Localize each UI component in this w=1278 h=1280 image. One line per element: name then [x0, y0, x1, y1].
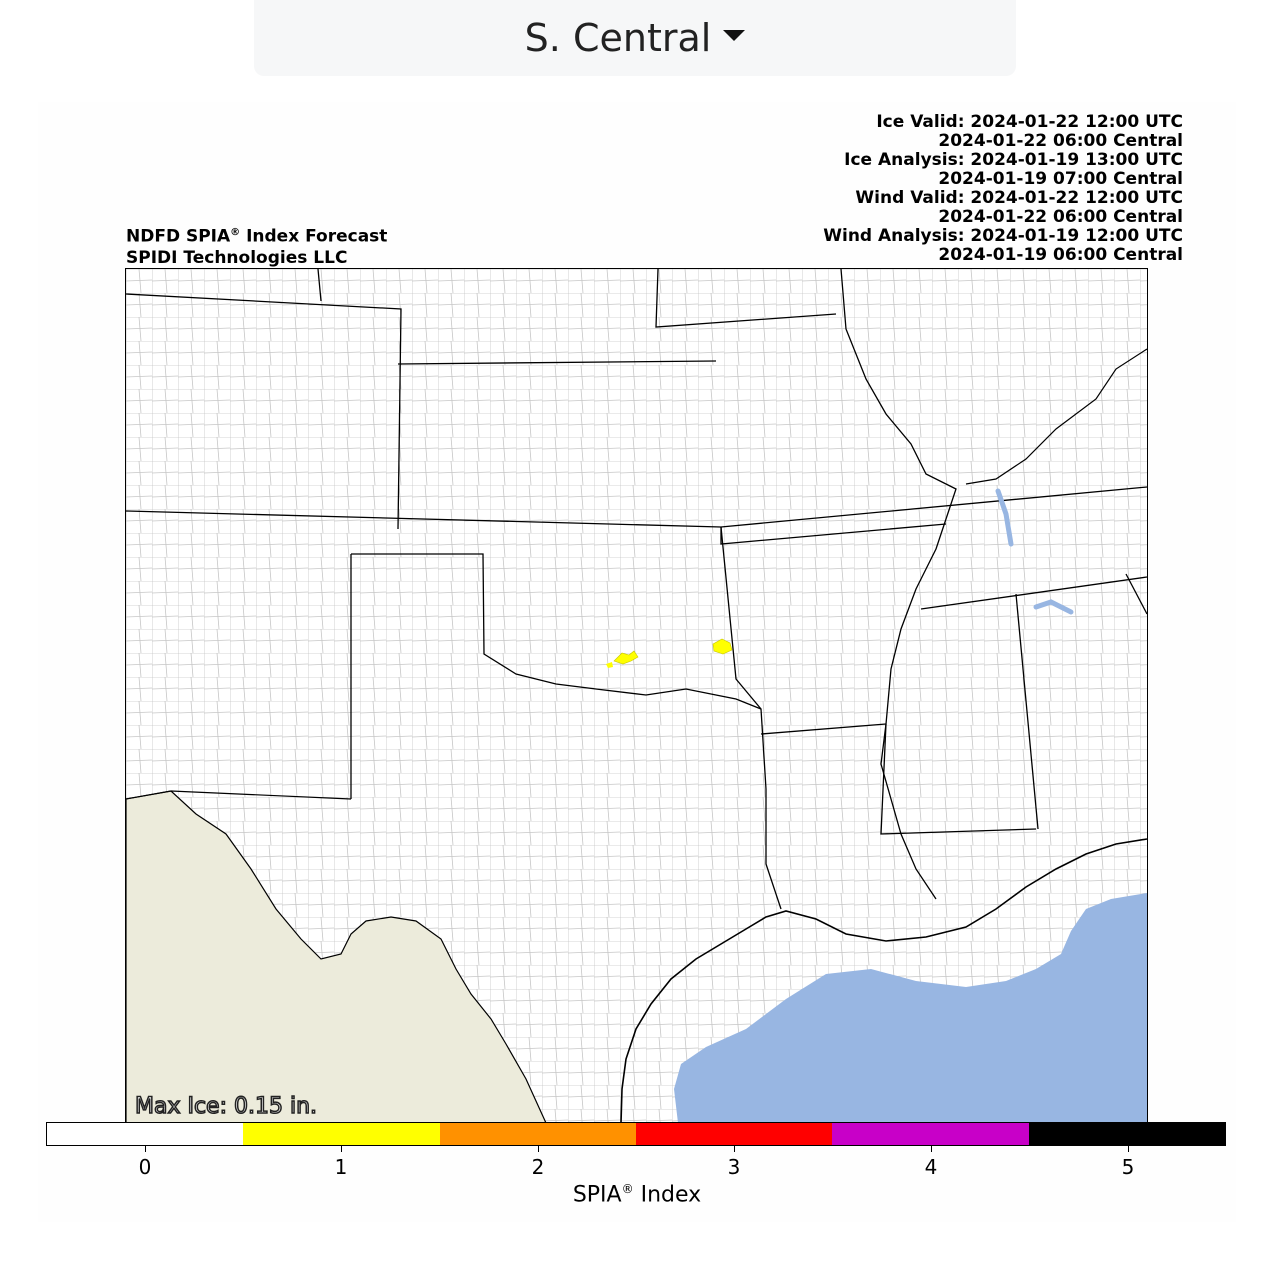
colorbar-tick-label: 4	[924, 1155, 938, 1179]
map-graphic	[126, 269, 1147, 1123]
ohio-river	[965, 348, 1147, 485]
colorbar-segment-3	[635, 1123, 833, 1145]
ice-area	[606, 662, 613, 668]
region-dropdown[interactable]: S. Central	[254, 0, 1016, 76]
registered-mark: ®	[230, 227, 241, 238]
state-borders	[126, 269, 1147, 910]
texas-border-red-river	[126, 790, 352, 800]
colorbar-title: SPIA® Index	[572, 1182, 702, 1208]
colorbar-tick	[145, 1146, 146, 1152]
timestamp-line: Wind Analysis: 2024-01-19 12:00 UTC	[823, 226, 1183, 246]
colorbar-segment-1	[243, 1123, 440, 1145]
tennessee-lake	[1033, 599, 1074, 615]
forecast-figure: NDFD SPIA® Index Forecast SPIDI Technolo…	[38, 102, 1236, 1222]
timestamp-line: Ice Valid: 2024-01-22 12:00 UTC	[876, 112, 1183, 132]
spia-colorbar	[46, 1122, 1226, 1146]
timestamp-line: 2024-01-19 06:00 Central	[938, 245, 1183, 265]
kentucky-lake	[995, 488, 1014, 547]
colorbar-tick	[734, 1146, 735, 1152]
figure-title: NDFD SPIA® Index Forecast	[126, 226, 388, 247]
colorbar-tick-label: 5	[1121, 1155, 1135, 1179]
timestamp-line: Ice Analysis: 2024-01-19 13:00 UTC	[844, 150, 1183, 170]
ice-area	[613, 650, 639, 665]
timestamp-line: 2024-01-22 06:00 Central	[938, 131, 1183, 151]
gulf-water	[674, 893, 1147, 1123]
colorbar-segment-5	[1028, 1123, 1225, 1145]
map-panel: Max Ice: 0.15 in.	[125, 268, 1148, 1124]
figure-title-block: NDFD SPIA® Index Forecast SPIDI Technolo…	[126, 222, 387, 269]
ice-area	[712, 638, 733, 655]
timestamp-line: Wind Valid: 2024-01-22 12:00 UTC	[855, 188, 1183, 208]
mexico-area	[126, 790, 547, 1123]
colorbar-tick	[538, 1146, 539, 1152]
timestamp-line: 2024-01-19 07:00 Central	[938, 169, 1183, 189]
timestamp-block: Ice Valid: 2024-01-22 12:00 UTC 2024-01-…	[823, 113, 1183, 265]
colorbar-tick-label: 0	[138, 1155, 152, 1179]
caret-down-icon	[723, 29, 746, 41]
colorbar-segment-2	[439, 1123, 636, 1145]
colorbar-tick-label: 2	[531, 1155, 545, 1179]
colorbar-tick-label: 3	[727, 1155, 741, 1179]
colorbar-tick	[931, 1146, 932, 1152]
colorbar-segment-0	[47, 1123, 244, 1145]
region-dropdown-label: S. Central	[524, 16, 712, 60]
colorbar-tick-label: 1	[334, 1155, 348, 1179]
mississippi-river	[840, 269, 957, 900]
timestamp-line: 2024-01-22 06:00 Central	[938, 207, 1183, 227]
coastline	[620, 838, 1147, 1123]
colorbar-segment-4	[832, 1123, 1029, 1145]
colorbar-tick	[341, 1146, 342, 1152]
max-ice-label: Max Ice: 0.15 in.	[134, 1093, 318, 1120]
company-name: SPIDI Technologies LLC	[126, 247, 348, 268]
colorbar-tick	[1128, 1146, 1129, 1152]
